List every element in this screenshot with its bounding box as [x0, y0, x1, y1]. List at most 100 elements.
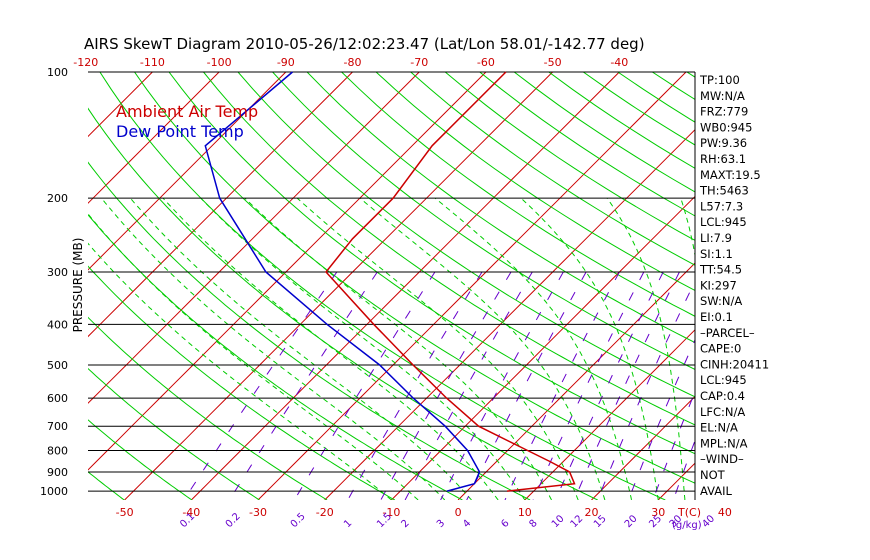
mixing-ratio-label: 1 — [342, 518, 354, 530]
pressure-tick-label: 700 — [47, 420, 68, 433]
mixing-ratio-label: 0.2 — [224, 511, 243, 530]
chart-title: AIRS SkewT Diagram 2010-05-26/12:02:23.4… — [84, 35, 645, 53]
bottom-tick-label: -40 — [182, 506, 200, 519]
index-item: LFC:N/A — [700, 405, 745, 419]
pressure-tick-label: 400 — [47, 318, 68, 331]
dry-adiabat-line — [99, 72, 666, 500]
index-item: CINH:20411 — [700, 357, 769, 371]
isotherm-line — [257, 72, 687, 500]
mixing-ratio-line — [293, 271, 436, 500]
index-item: TP:100 — [699, 73, 740, 87]
dry-adiabat-line — [88, 367, 260, 500]
dry-adiabat-line — [88, 161, 531, 500]
index-item: TT:54.5 — [699, 263, 742, 277]
isotherm-line — [391, 195, 695, 500]
bottom-tick-label: -20 — [316, 506, 334, 519]
ambient-air-temp-line — [325, 71, 576, 492]
pressure-tick-label: 100 — [47, 66, 68, 79]
isotherm-line — [88, 72, 420, 404]
top-tick-label: -70 — [410, 56, 428, 69]
index-item: MPL:N/A — [700, 436, 748, 450]
isotherm-line — [792, 72, 870, 500]
mixing-ratio-unit: (g/kg) — [672, 520, 702, 531]
index-item: MAXT:19.5 — [700, 168, 761, 182]
index-item: L57:7.3 — [700, 199, 743, 213]
mixing-ratio-line — [597, 280, 695, 500]
isotherm-line — [0, 72, 19, 500]
index-item: LCL:945 — [700, 373, 747, 387]
mixing-ratio-line — [532, 271, 645, 500]
pressure-tick-label: 1000 — [40, 485, 68, 498]
isotherm-line — [524, 329, 695, 500]
bottom-tick-label: 0 — [455, 506, 462, 519]
mixing-ratio-line — [347, 271, 483, 500]
plot-area — [0, 72, 870, 500]
bottom-tick-label: -30 — [249, 506, 267, 519]
dry-adiabat-line — [88, 419, 193, 500]
isotherm-line — [190, 72, 620, 500]
isotherm-line — [88, 72, 487, 471]
isotherm-line — [88, 72, 353, 338]
legend-dew-point-temp: Dew Point Temp — [116, 122, 244, 141]
isotherm-line — [457, 262, 695, 500]
bottom-tick-label: -50 — [116, 506, 134, 519]
dry-adiabat-line — [203, 72, 695, 426]
index-item: RH:63.1 — [700, 152, 746, 166]
bottom-tick-label: 20 — [585, 506, 599, 519]
moist-adiabat-line — [88, 242, 392, 500]
mixing-ratio-label: 2 — [399, 518, 411, 530]
pressure-tick-label: 200 — [47, 192, 68, 205]
isotherm-line — [324, 128, 695, 500]
mixing-ratio-line — [440, 271, 564, 500]
index-item: –WIND– — [700, 452, 744, 466]
mixing-ratio-label: 12 — [569, 513, 586, 530]
moist-adiabat-line — [296, 197, 579, 500]
dry-adiabat-line — [237, 72, 695, 398]
index-item: LI:7.9 — [700, 231, 732, 245]
mixing-ratio-line — [228, 271, 378, 500]
dry-adiabat-line — [88, 316, 328, 500]
moist-adiabat-line — [244, 197, 552, 500]
dry-adiabat-line — [306, 72, 695, 344]
moist-adiabat-line — [359, 197, 606, 500]
top-tick-label: -90 — [277, 56, 295, 69]
dry-adiabat-line — [272, 72, 695, 371]
mixing-ratio-line — [404, 271, 533, 500]
dry-adiabat-line — [513, 72, 695, 193]
y-axis-label: PRESSURE (MB) — [71, 238, 85, 333]
mixing-ratio-label: 20 — [623, 513, 640, 530]
index-item: TH:5463 — [699, 184, 749, 198]
mixing-ratio-label: 4 — [461, 518, 473, 530]
index-item: SW:N/A — [700, 294, 742, 308]
dew-point-temp-line — [204, 71, 481, 492]
moist-adiabat-line — [88, 213, 419, 500]
bottom-tick-label: -10 — [382, 506, 400, 519]
mixing-ratio-label: 10 — [550, 513, 567, 530]
bottom-tick-label: 30 — [651, 506, 665, 519]
dry-adiabat-line — [88, 265, 396, 500]
index-item: SI:1.1 — [700, 247, 733, 261]
isotherm-line — [124, 72, 553, 500]
moist-adiabat-line — [130, 197, 472, 500]
bottom-axis-unit: T(C) — [677, 506, 701, 519]
mixing-ratio-label: 40 — [700, 513, 717, 530]
index-item: –PARCEL– — [700, 326, 755, 340]
index-item: MW:N/A — [700, 89, 745, 103]
index-item: LCL:945 — [700, 215, 747, 229]
moist-adiabat-line — [200, 197, 526, 500]
dry-adiabat-line — [88, 471, 125, 500]
index-item: EI:0.1 — [700, 310, 733, 324]
mixing-ratio-line — [628, 338, 695, 500]
pressure-tick-label: 800 — [47, 445, 68, 458]
dry-adiabat-line — [168, 72, 695, 455]
dry-adiabat-line — [341, 72, 695, 317]
index-item: WB0:945 — [700, 120, 752, 134]
index-item: EL:N/A — [700, 421, 738, 435]
dry-adiabat-line — [652, 72, 695, 101]
top-tick-label: -100 — [207, 56, 232, 69]
moist-adiabat-line — [162, 197, 499, 500]
top-tick-label: -120 — [73, 56, 98, 69]
index-item: KI:297 — [700, 278, 737, 292]
